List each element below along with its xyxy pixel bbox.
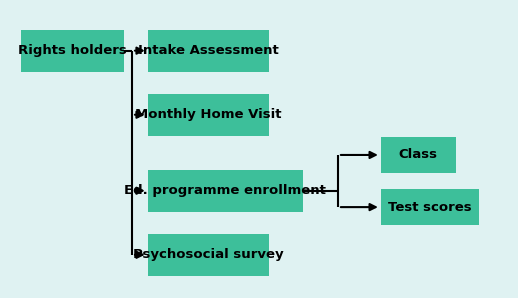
Text: Ed. programme enrollment: Ed. programme enrollment [124, 184, 326, 197]
Text: Test scores: Test scores [388, 201, 472, 214]
FancyBboxPatch shape [148, 234, 269, 276]
FancyBboxPatch shape [148, 94, 269, 136]
Text: Class: Class [399, 148, 438, 162]
Text: Intake Assessment: Intake Assessment [138, 44, 279, 57]
FancyBboxPatch shape [148, 30, 269, 72]
FancyBboxPatch shape [148, 170, 303, 212]
FancyBboxPatch shape [381, 137, 456, 173]
FancyBboxPatch shape [381, 189, 479, 225]
Text: Monthly Home Visit: Monthly Home Visit [135, 108, 282, 121]
Text: Rights holders: Rights holders [18, 44, 127, 57]
FancyBboxPatch shape [21, 30, 124, 72]
Text: Psychosocial survey: Psychosocial survey [133, 248, 284, 261]
